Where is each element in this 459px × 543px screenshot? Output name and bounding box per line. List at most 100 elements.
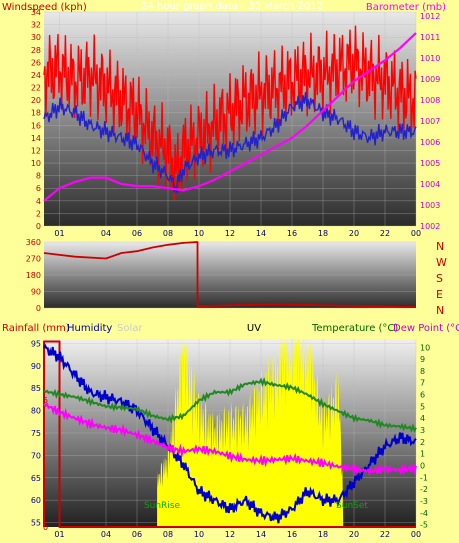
temp-right-y-tick: -3 [420, 497, 428, 506]
wind-left-y-tick: 26 [31, 58, 41, 67]
temp-right-y-tick: -5 [420, 521, 428, 530]
temp-right-y-tick: 7 [420, 379, 425, 388]
wind-x-tick: 06 [132, 229, 142, 238]
wind-x-tick: 00 [411, 229, 421, 238]
humidity-left-y-tick: 65 [31, 474, 41, 483]
temp-x-tick: 08 [163, 530, 173, 539]
wind-left-y-tick: 4 [36, 197, 41, 206]
solar-area [157, 339, 344, 527]
wind-left-y-tick: 28 [31, 46, 41, 55]
temp-right-y-tick: 0 [420, 462, 425, 471]
wind-x-tick: 10 [194, 229, 204, 238]
baro-right-y-tick: 1003 [420, 201, 440, 210]
sunset-label: SunSet [336, 501, 368, 511]
temp-right-y-tick: 10 [420, 343, 430, 352]
wind-left-y-tick: 14 [31, 134, 41, 143]
temp-x-tick: 00 [411, 530, 421, 539]
wind-left-y-tick: 30 [31, 33, 41, 42]
humidity-line [43, 343, 417, 524]
temp-right-y-tick: 8 [420, 367, 425, 376]
humidity-axis-label: Humidity [67, 323, 112, 334]
baro-right-y-tick: 1008 [420, 96, 440, 105]
humidity-left-y-tick: 70 [31, 451, 41, 460]
temp-right-y-tick: 9 [420, 355, 425, 364]
temp-x-tick: 14 [256, 530, 266, 539]
baro-right-y-tick: 1005 [420, 159, 440, 168]
direction-letter-n-top: N [436, 240, 444, 253]
wind-left-y-tick: 0 [36, 222, 41, 231]
temp-right-y-tick: 6 [420, 391, 425, 400]
dir-left-y-tick: 0 [36, 304, 41, 313]
wind-x-tick: 18 [318, 229, 328, 238]
humidity-left-y-tick: 55 [31, 519, 41, 528]
temp-x-tick: 18 [318, 530, 328, 539]
chart-title: 24 hour graph data - 30 March 2012 [141, 1, 323, 12]
direction-letter-w: W [436, 256, 447, 269]
wind-left-y-tick: 6 [36, 184, 41, 193]
direction-letter-n-bottom: N [436, 304, 444, 317]
barometer-line [43, 32, 417, 202]
temp-x-tick: 06 [132, 530, 142, 539]
temp-right-y-tick: -2 [420, 485, 428, 494]
temp-right-y-tick: 2 [420, 438, 425, 447]
humidity-left-y-tick: 75 [31, 429, 41, 438]
baro-right-y-tick: 1012 [420, 12, 440, 21]
direction-letter-e: E [436, 288, 443, 301]
uv-axis-label: UV [247, 323, 261, 334]
wind-x-tick: 14 [256, 229, 266, 238]
baro-right-y-tick: 1011 [420, 33, 440, 42]
dir-left-y-tick: 180 [26, 271, 41, 280]
baro-right-y-tick: 1006 [420, 138, 440, 147]
humidity-left-y-tick: 80 [31, 407, 41, 416]
dewpoint-axis-label: Dew Point (°C) [393, 323, 459, 334]
wind-left-y-tick: 20 [31, 96, 41, 105]
wind-x-tick: 04 [101, 229, 111, 238]
wind-x-tick: 22 [380, 229, 390, 238]
temperature-axis-label: Temperature (°C) [311, 323, 398, 334]
tick-labels: 01 04 06 08 10 12 14 16 18 20 22 000246810121416182… [26, 8, 441, 539]
wind-left-y-tick: 18 [31, 109, 41, 118]
wind-left-y-tick: 8 [36, 172, 41, 181]
temp-x-tick: 22 [380, 530, 390, 539]
baro-right-y-tick: 1010 [420, 54, 440, 63]
wind-average-line [43, 91, 417, 194]
series-layer [43, 25, 417, 528]
rain-y-tick: 0 [43, 523, 48, 532]
wind-left-y-tick: 22 [31, 84, 41, 93]
rainfall-line [43, 340, 416, 528]
wind-direction-line [43, 241, 417, 308]
wind-left-y-tick: 34 [31, 8, 41, 17]
baro-right-y-tick: 1004 [420, 180, 440, 189]
temp-right-y-tick: 5 [420, 402, 425, 411]
baro-right-y-tick: 1002 [420, 222, 440, 231]
wind-x-tick: 16 [287, 229, 297, 238]
humidity-left-y-tick: 90 [31, 362, 41, 371]
dir-left-y-tick: 270 [26, 255, 41, 264]
temp-right-y-tick: -4 [420, 509, 428, 518]
wind-x-tick: 08 [163, 229, 173, 238]
temp-x-tick: 12 [225, 530, 235, 539]
humidity-left-y-tick: 95 [31, 339, 41, 348]
temp-x-tick: 04 [101, 530, 111, 539]
wind-left-y-tick: 16 [31, 121, 41, 130]
temp-x-tick: 10 [194, 530, 204, 539]
wind-left-y-tick: 12 [31, 146, 41, 155]
direction-letter-s: S [436, 272, 443, 285]
barometer-axis-label: Barometer (mb) [366, 2, 446, 13]
wind-x-tick: 20 [349, 229, 359, 238]
humidity-left-y-tick: 85 [31, 384, 41, 393]
temp-x-tick: 16 [287, 530, 297, 539]
temp-right-y-tick: 1 [420, 450, 425, 459]
windspeed-axis-label: Windspeed (kph) [2, 2, 87, 13]
humidity-left-y-tick: 60 [31, 496, 41, 505]
wind-left-y-tick: 32 [31, 21, 41, 30]
wind-left-y-tick: 24 [31, 71, 41, 80]
wind-left-y-tick: 10 [31, 159, 41, 168]
dir-left-y-tick: 90 [31, 288, 41, 297]
wind-x-tick: 01 [54, 229, 64, 238]
wind-left-y-tick: 2 [36, 209, 41, 218]
temperature-line [43, 377, 417, 433]
dir-left-y-tick: 360 [26, 238, 41, 247]
